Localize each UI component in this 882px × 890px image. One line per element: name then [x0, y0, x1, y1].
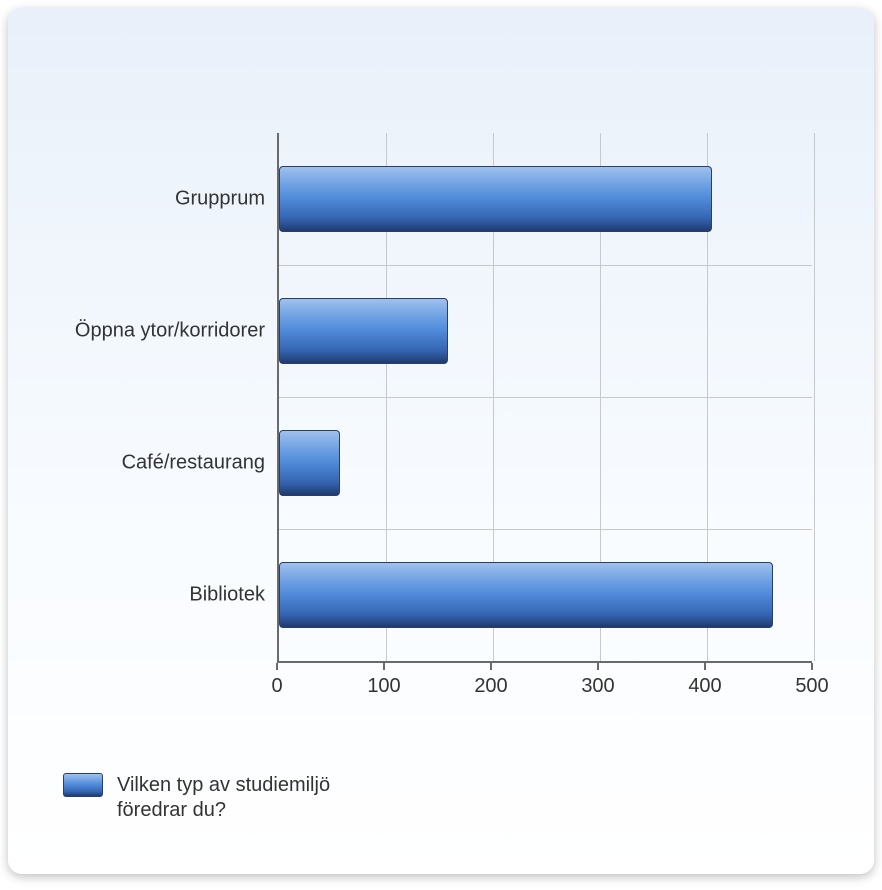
plot-area	[277, 133, 812, 663]
bar	[279, 562, 773, 628]
hgrid	[279, 265, 812, 266]
x-tick	[811, 663, 813, 670]
legend-line2: föredrar du?	[117, 799, 226, 821]
hgrid	[279, 529, 812, 530]
x-tick	[704, 663, 706, 670]
x-label: 400	[688, 675, 721, 698]
y-label: Grupprum	[175, 189, 265, 210]
y-label: Café/restaurang	[122, 453, 265, 474]
legend: Vilken typ av studiemiljö föredrar du?	[63, 773, 330, 823]
x-tick	[276, 663, 278, 670]
legend-swatch	[63, 773, 103, 797]
x-label: 200	[474, 675, 507, 698]
legend-text: Vilken typ av studiemiljö föredrar du?	[117, 773, 330, 823]
x-label: 500	[795, 675, 828, 698]
chart-card: 0 100 200 300 400 500 Grupprum Öppna ytor/korr…	[8, 8, 874, 874]
x-label: 0	[271, 675, 282, 698]
bar	[279, 298, 448, 364]
x-tick	[383, 663, 385, 670]
bar	[279, 430, 340, 496]
x-tick	[490, 663, 492, 670]
vgrid	[814, 133, 815, 661]
x-tick	[597, 663, 599, 670]
x-label: 300	[581, 675, 614, 698]
bar	[279, 166, 712, 232]
y-label: Öppna ytor/korridorer	[75, 321, 265, 342]
hgrid	[279, 397, 812, 398]
y-label: Bibliotek	[189, 585, 265, 606]
x-label: 100	[367, 675, 400, 698]
legend-line1: Vilken typ av studiemiljö	[117, 774, 330, 796]
